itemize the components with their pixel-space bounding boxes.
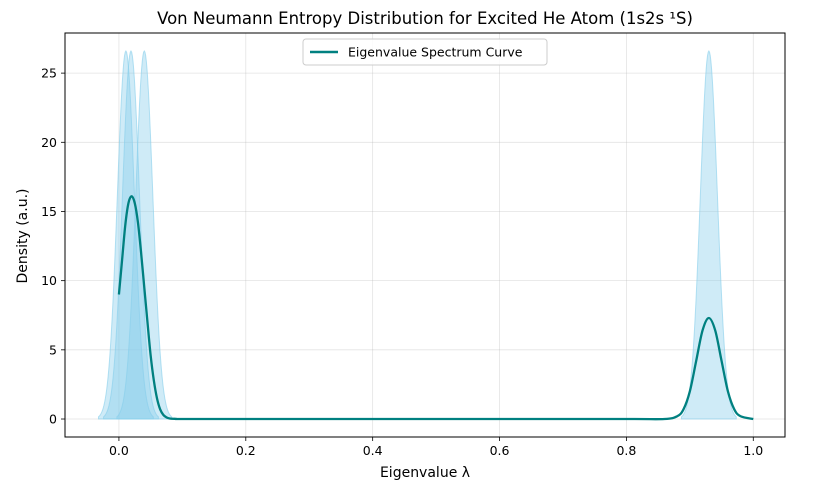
y-tick-label: 15 xyxy=(41,204,57,219)
legend-box xyxy=(302,38,548,66)
x-tick-label: 0.8 xyxy=(616,443,636,458)
y-tick-label: 5 xyxy=(49,342,57,357)
x-tick-label: 0.0 xyxy=(109,443,129,458)
y-tick-label: 10 xyxy=(41,273,57,288)
x-axis-label: Eigenvalue λ xyxy=(380,465,470,481)
y-axis-ticks: 0 5 10 15 20 25 xyxy=(41,66,65,427)
series-line-layer xyxy=(117,195,754,421)
x-tick-label: 0.2 xyxy=(236,443,256,458)
filled-peak-1 xyxy=(97,50,154,420)
x-tick-label: 0.6 xyxy=(490,443,510,458)
x-tick-label: 0.4 xyxy=(363,443,383,458)
plot-frame xyxy=(64,32,786,438)
chart-title: Von Neumann Entropy Distribution for Exc… xyxy=(157,9,693,28)
y-axis-label: Density (a.u.) xyxy=(15,189,31,284)
y-tick-label: 0 xyxy=(49,412,57,427)
x-axis-ticks: 0.0 0.2 0.4 0.6 0.8 1.0 xyxy=(109,437,763,458)
filled-peak-3 xyxy=(116,50,173,420)
legend-label-eigenvalue-spectrum-curve: Eigenvalue Spectrum Curve xyxy=(348,45,523,60)
filled-peak-2 xyxy=(103,50,159,420)
x-tick-label: 1.0 xyxy=(743,443,763,458)
y-tick-label: 25 xyxy=(41,66,57,81)
series-line-1 xyxy=(117,195,754,421)
y-tick-label: 20 xyxy=(41,135,57,150)
legend: Eigenvalue Spectrum Curve xyxy=(302,38,548,66)
